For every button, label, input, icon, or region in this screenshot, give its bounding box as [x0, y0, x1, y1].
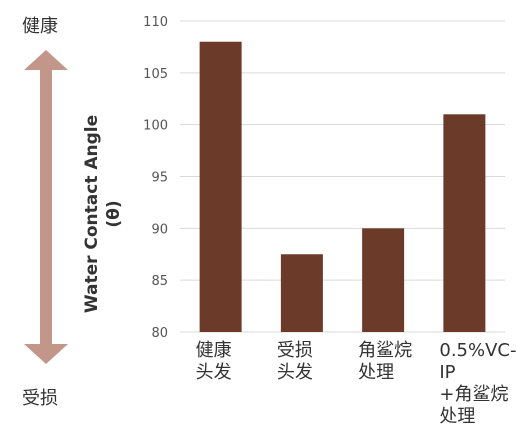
- bar: [362, 228, 405, 332]
- y-tick-labels: 80 85 90 95 100 105 110: [143, 15, 168, 341]
- y-tick-label: 110: [143, 15, 168, 30]
- double-arrow-icon: [24, 50, 68, 364]
- healthy-label: 健康: [22, 16, 58, 37]
- y-tick-label: 85: [151, 274, 168, 289]
- y-tick-label: 105: [143, 67, 168, 82]
- bar: [199, 41, 242, 332]
- x-category-label: 受损 头发: [276, 340, 313, 383]
- x-category-label: 角鲨烷 处理: [358, 340, 413, 383]
- bars: [199, 41, 486, 332]
- bar: [443, 114, 486, 332]
- x-category-label: 0.5%VC-IP +角鲨烷 处理: [439, 340, 516, 427]
- x-category-label: 健康 头发: [195, 340, 232, 383]
- y-tick-label: 95: [151, 171, 168, 186]
- y-tick-label: 100: [143, 119, 168, 134]
- damaged-label: 受损: [22, 388, 58, 409]
- bar: [280, 254, 323, 332]
- y-tick-label: 90: [151, 222, 168, 237]
- y-tick-label: 80: [151, 326, 168, 341]
